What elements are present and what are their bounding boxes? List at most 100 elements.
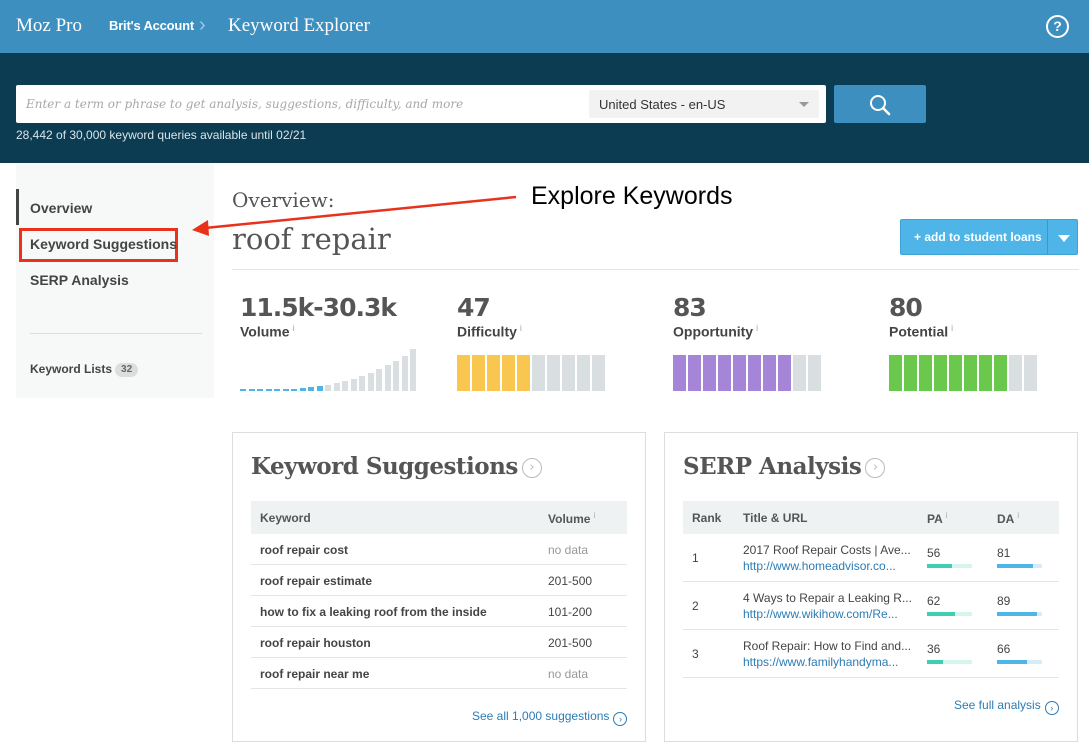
info-icon[interactable]: i [292,323,295,333]
volume-trend-bar [282,389,289,391]
volume-trend-bar [367,373,374,391]
table-row[interactable]: roof repair near me no data [251,658,627,689]
volume-cell: 101-200 [548,605,593,619]
chevron-right-icon[interactable]: › [865,458,886,478]
score-segment [472,355,485,391]
info-icon[interactable]: i [1017,511,1020,520]
da-value: 89 [997,594,1011,608]
info-icon[interactable]: i [756,323,759,333]
score-segment [763,355,776,391]
app-name[interactable]: Moz Pro [16,15,82,36]
rank-cell: 3 [692,647,699,661]
metric-name: Volume [240,323,290,340]
volume-cell: no data [548,667,589,681]
score-segment [1024,355,1037,391]
sidebar-item-keyword-suggestions[interactable]: Keyword Suggestions [30,236,178,252]
volume-trend-bar [257,389,263,391]
rank-cell: 2 [692,599,699,613]
keyword-suggestions-highlight [19,228,178,262]
keyword-cell[interactable]: roof repair houston [260,636,371,650]
volume-cell: 201-500 [548,574,593,588]
column-header-pa[interactable]: PA [927,512,943,526]
search-button[interactable] [834,85,926,123]
table-row[interactable]: how to fix a leaking roof from the insid… [251,596,627,627]
add-to-list-label: + add to student loans [914,230,1042,244]
see-full-analysis-label: See full analysis [954,698,1041,712]
table-row[interactable]: roof repair houston 201-500 [251,627,627,658]
column-header-title-url[interactable]: Title & URL [743,511,808,525]
table-row[interactable]: roof repair estimate 201-500 [251,565,627,596]
card-title: Keyword Suggestions [251,453,518,480]
da-value: 66 [997,642,1011,656]
button-divider [1047,220,1048,254]
account-breadcrumb[interactable]: Brit's Account [109,18,195,33]
keyword-cell[interactable]: roof repair near me [260,667,370,681]
pa-bar-fill [927,564,953,568]
result-title[interactable]: 4 Ways to Repair a Leaking R... [743,591,912,605]
volume-trend-bar [265,389,272,391]
volume-trend-bar [359,376,365,391]
score-segment [673,355,686,391]
result-title[interactable]: Roof Repair: How to Find and... [743,639,912,653]
chevron-down-icon[interactable] [1058,235,1070,242]
result-title[interactable]: 2017 Roof Repair Costs | Ave... [743,543,911,557]
score-segment [688,355,701,391]
score-segment [919,355,932,391]
chevron-right-icon[interactable]: › [521,458,542,478]
column-header-volume[interactable]: Volume [548,512,591,526]
result-url[interactable]: http://www.wikihow.com/Re... [743,607,898,621]
volume-trend-bar [299,388,306,391]
table-row[interactable]: roof repair cost no data [251,534,627,565]
score-segment [949,355,962,391]
see-full-analysis-link[interactable]: See full analysis › [954,698,1059,715]
volume-trend-bar [393,361,399,391]
volume-trend-bar [316,386,323,391]
keyword-lists-count-badge: 32 [115,363,139,377]
table-row[interactable]: 1 2017 Roof Repair Costs | Ave... http://w… [683,534,1059,582]
table-row[interactable]: 3 Roof Repair: How to Find and... https://… [683,630,1059,678]
volume-trend-bar [342,381,348,391]
column-header-da[interactable]: DA [997,512,1015,526]
score-segment [718,355,731,391]
column-header-rank[interactable]: Rank [692,511,722,525]
see-all-suggestions-link[interactable]: See all 1,000 suggestions › [472,709,628,726]
metric-value: 80 [889,293,923,322]
result-url[interactable]: http://www.homeadvisor.co... [743,559,896,573]
score-segment [808,355,821,391]
score-segment [793,355,806,391]
rank-cell: 1 [692,551,699,565]
pa-value: 56 [927,546,941,560]
sidebar-item-overview[interactable]: Overview [30,200,93,216]
info-icon[interactable]: i [593,511,596,520]
volume-trend-bar [325,385,331,391]
keyword-cell[interactable]: roof repair cost [260,543,349,557]
sidebar-item-serp-analysis[interactable]: SERP Analysis [30,272,129,288]
card-title: SERP Analysis [683,453,862,480]
locale-select[interactable]: United States - en-US [589,90,819,118]
pa-value: 62 [927,594,941,608]
search-band: Enter a term or phrase to get analysis, … [0,53,1089,163]
pa-bar-fill [927,660,944,664]
chevron-right-icon: › [613,712,628,726]
annotation-label: Explore Keywords [531,182,733,210]
table-row[interactable]: 2 4 Ways to Repair a Leaking R... http://w… [683,582,1059,630]
keyword-cell[interactable]: how to fix a leaking roof from the insid… [260,605,487,619]
result-url[interactable]: https://www.familyhandyma... [743,655,899,669]
info-icon[interactable]: i [951,323,954,333]
volume-trend-bar [274,389,280,391]
info-icon[interactable]: i [945,511,948,520]
metric-name: Difficulty [457,323,517,340]
keyword-cell[interactable]: roof repair estimate [260,574,373,588]
score-segment [964,355,977,391]
add-to-list-button[interactable]: + add to student loans [900,219,1078,255]
column-header-keyword[interactable]: Keyword [260,511,311,525]
sidebar-item-keyword-lists[interactable]: Keyword Lists 32 [30,362,139,377]
pa-bar-fill [927,612,955,616]
help-icon[interactable]: ? [1046,15,1069,38]
search-placeholder: Enter a term or phrase to get analysis, … [26,97,464,111]
info-icon[interactable]: i [519,323,522,333]
keyword-search-input[interactable]: Enter a term or phrase to get analysis, … [16,85,826,123]
chevron-right-icon: › [1044,701,1059,715]
volume-trend-bar [401,356,408,391]
metric-opportunity: 83 Opportunity i [673,293,873,393]
